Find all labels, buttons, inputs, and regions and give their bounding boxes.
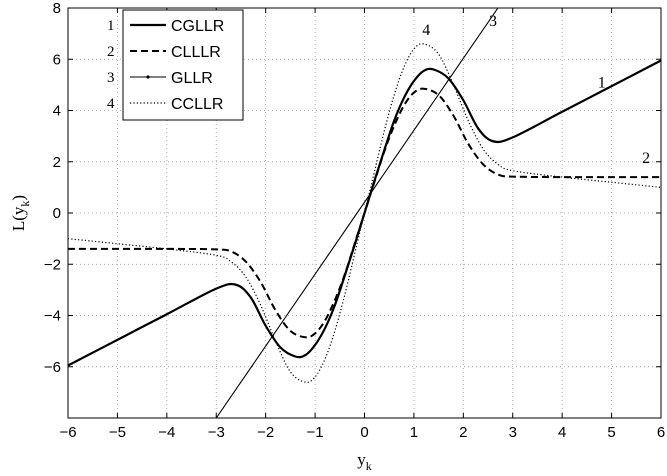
legend-number-3: 3: [107, 70, 115, 86]
x-tick-label: 3: [509, 424, 517, 441]
x-tick-label: 0: [360, 424, 368, 441]
series-line-gllr: [215, 8, 499, 418]
series-line-ccllr: [68, 43, 661, 383]
curve-label-3: 3: [489, 13, 497, 30]
plot-frame: [67, 7, 662, 419]
tick-labels: −6 −5 −4 −3 −2 −1 0 1 2 3 4 5 6 −6 −4 −2 0 2 4 6 8: [44, 0, 665, 441]
y-tick-label: 8: [53, 0, 61, 17]
legend-label-ccllr: CCLLR: [171, 96, 223, 113]
legend-box: [122, 9, 244, 121]
curve-label-2: 2: [642, 150, 650, 167]
y-tick-label: −4: [44, 308, 61, 325]
x-tick-label: −4: [158, 424, 175, 441]
y-tick-label: 4: [53, 103, 61, 120]
y-tick-label: 6: [53, 51, 61, 68]
x-tick-label: 4: [558, 424, 566, 441]
y-tick-label: −2: [44, 256, 61, 273]
y-tick-label: −6: [44, 359, 61, 376]
y-tick-label: 2: [53, 154, 61, 171]
series-group: [68, 8, 661, 418]
axis-labels: yk L(yk): [9, 195, 372, 473]
curve-label-1: 1: [598, 74, 606, 91]
x-tick-label: 2: [459, 424, 467, 441]
x-axis-label: yk: [357, 450, 372, 473]
x-tick-label: 5: [607, 424, 615, 441]
x-tick-label: −1: [307, 424, 324, 441]
x-tick-label: −5: [109, 424, 126, 441]
x-tick-label: 6: [657, 424, 665, 441]
legend-number-1: 1: [107, 18, 115, 34]
legend-label-clllr: CLLLR: [171, 44, 221, 61]
legend-number-4: 4: [107, 96, 115, 112]
curve-label-4: 4: [422, 22, 430, 39]
legend-label-cgllr: CGLLR: [171, 18, 224, 35]
legend-number-2: 2: [107, 44, 115, 60]
legend-label-gllr: GLLR: [171, 70, 213, 87]
x-tick-label: −6: [59, 424, 76, 441]
x-tick-label: −2: [257, 424, 274, 441]
curve-labels: 1 2 3 4: [422, 13, 650, 167]
legend-marker-gllr: [146, 75, 150, 79]
x-tick-label: 1: [410, 424, 418, 441]
x-tick-label: −3: [208, 424, 225, 441]
y-axis-label: L(yk): [9, 195, 32, 231]
y-tick-label: 0: [53, 205, 61, 222]
legend: 1 CGLLR 2 CLLLR 3 GLLR 4 CCLLR: [107, 9, 244, 121]
